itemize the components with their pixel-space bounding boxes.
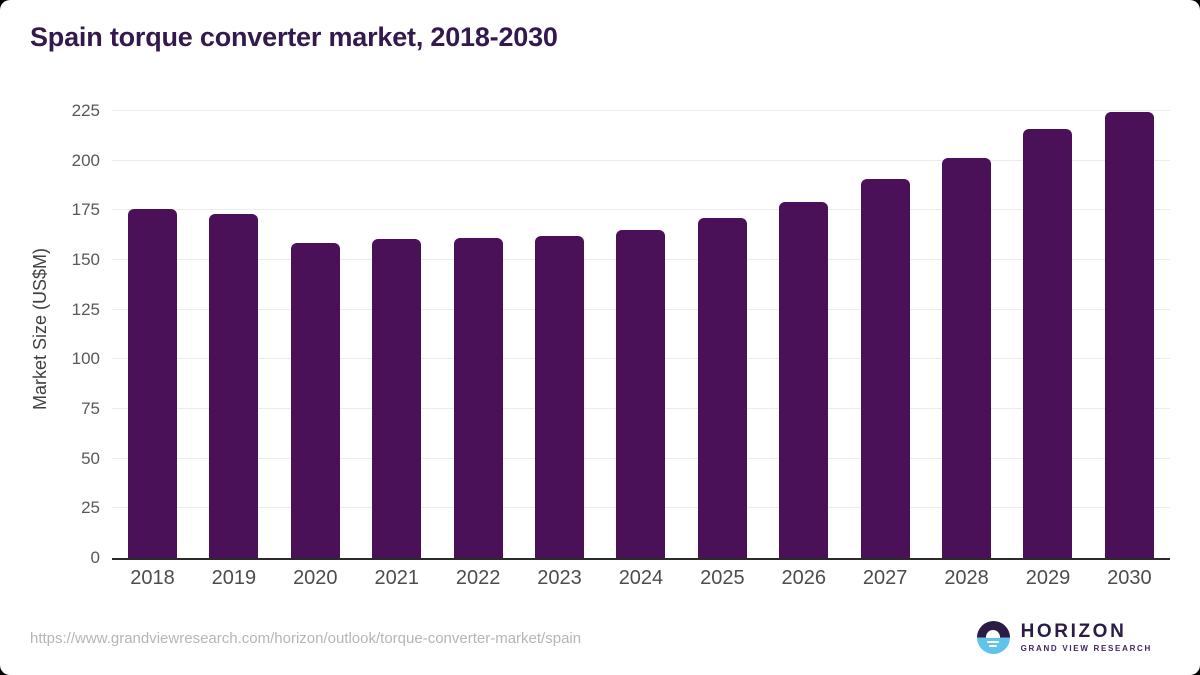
x-tick-label-2018: 2018 [130,567,175,589]
x-tick-label-2021: 2021 [374,567,419,589]
bar-series [128,100,1154,558]
y-tick-label-50: 50 [81,448,100,468]
logo-text: HORIZON GRAND VIEW RESEARCH [1021,622,1152,653]
x-tick-label-2026: 2026 [781,567,827,589]
y-tick-label-0: 0 [90,548,100,567]
x-axis-labels: 2018 2019 2020 2021 2022 2023 2024 2025 2026 2027… [112,567,1170,590]
bar-2023 [535,236,585,558]
gridline [112,110,1170,111]
y-tick-label-175: 175 [71,200,100,220]
bar-2019 [209,214,259,558]
sun-shape [986,630,1001,638]
bar-2024 [616,230,666,558]
ripple-shape [989,645,998,647]
gridline [112,159,1170,161]
source-url: https://www.grandviewresearch.com/horizo… [30,630,582,647]
y-tick-label-200: 200 [71,150,100,170]
bar-2030 [1104,112,1154,558]
x-tick-label-2025: 2025 [700,567,745,589]
x-tick-label-2022: 2022 [455,567,501,589]
logo-subtitle: GRAND VIEW RESEARCH [1020,644,1152,653]
bar-2028 [942,157,992,558]
x-tick-label-2023: 2023 [537,567,582,589]
y-tick-label-150: 150 [71,250,100,269]
x-tick-label-2029: 2029 [1025,567,1071,589]
bar-2027 [860,178,910,558]
horizon-sunrise-icon [976,621,1010,654]
bar-2026 [779,202,829,558]
x-tick-label-2028: 2028 [944,567,989,589]
y-tick-label-125: 125 [71,299,100,319]
y-tick-label-225: 225 [71,101,100,120]
plot-area [112,100,1170,560]
x-tick-label-2024: 2024 [618,567,664,589]
y-tick-label-25: 25 [81,498,100,518]
ripple-shape [987,640,1000,643]
y-tick-label-100: 100 [71,349,100,369]
chart-title: Spain torque converter market, 2018-2030 [30,22,558,52]
gridline [112,209,1170,211]
bar-2022 [453,238,503,558]
logo-title: HORIZON [1020,621,1127,642]
y-tick-label-75: 75 [81,399,100,418]
x-tick-label-2020: 2020 [293,567,338,589]
bar-2021 [372,239,422,558]
x-tick-label-2019: 2019 [211,567,257,589]
bar-2029 [1023,128,1073,558]
bar-2025 [697,218,747,558]
x-tick-label-2027: 2027 [862,567,908,589]
bar-2018 [128,209,177,558]
horizon-logo: HORIZON GRAND VIEW RESEARCH [976,621,1152,654]
y-axis-ticks: 0 25 50 75 100 125 150 175 200 225 [0,100,100,567]
x-tick-label-2030: 2030 [1107,567,1152,589]
bar-2020 [290,243,340,558]
